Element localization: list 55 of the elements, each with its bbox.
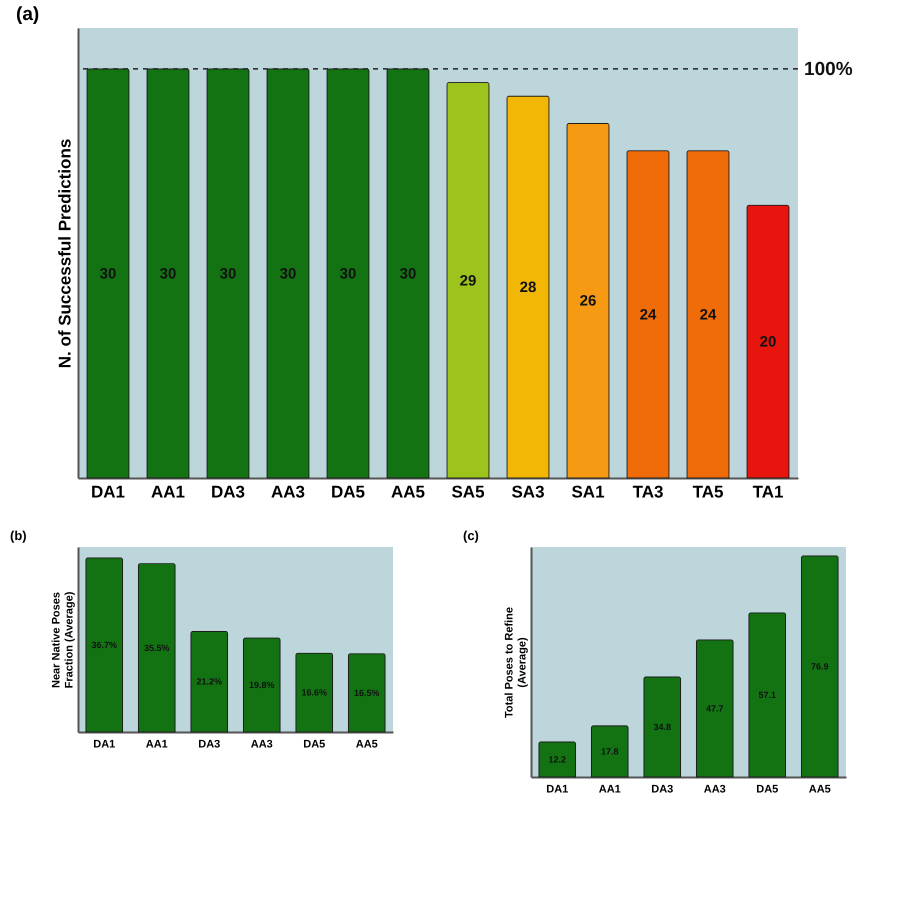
data-label: 12.2 (548, 754, 566, 764)
x-tick-label: AA5 (356, 738, 378, 750)
data-label: 20 (760, 334, 776, 351)
data-label: 30 (160, 265, 176, 282)
text: 100% (804, 58, 853, 80)
chart-title: (c) (463, 528, 479, 543)
x-tick-label: TA1 (752, 482, 784, 502)
data-label: 24 (700, 306, 717, 324)
y-axis-title: Total Poses to Refine (Average) (504, 606, 528, 718)
x-tick-label: DA1 (93, 738, 116, 750)
x-tick-label: TA5 (692, 482, 724, 502)
data-label: 21.2% (196, 676, 222, 687)
data-label: 19.8% (248, 680, 275, 690)
x-tick-label: DA1 (546, 784, 568, 796)
x-tick-label: DA5 (330, 482, 366, 502)
y-axis-title: Near Native Poses Fraction (Average) (50, 591, 76, 688)
data-label: 29 (460, 272, 476, 290)
x-tick-label: AA3 (250, 738, 273, 750)
chart-title: (a) (16, 4, 40, 25)
x-tick-label: TA3 (632, 482, 664, 502)
data-label: 34.8 (653, 722, 672, 732)
data-label: 36.7% (91, 640, 118, 650)
data-label: 57.1 (758, 690, 776, 700)
x-tick-label: AA3 (270, 482, 306, 502)
x-tick-label: DA3 (651, 784, 674, 796)
x-tick-label: AA1 (150, 482, 186, 502)
data-label: 16.6% (301, 688, 328, 698)
data-label: 24 (640, 306, 657, 324)
data-label: 30 (400, 265, 416, 282)
x-tick-label: DA5 (303, 738, 326, 750)
data-label: 30 (280, 265, 296, 282)
y-axis-title: N. of Successful Predictions (56, 138, 74, 368)
data-label: 28 (520, 279, 536, 296)
x-tick-label: DA5 (756, 784, 778, 796)
chart-title: (b) (10, 528, 27, 543)
x-tick-label: DA3 (210, 482, 246, 502)
x-tick-label: AA1 (146, 738, 168, 750)
x-tick-label: AA5 (390, 482, 426, 502)
x-tick-label: SA3 (511, 482, 545, 502)
data-label: 17.8 (600, 746, 619, 756)
data-label: 26 (580, 292, 596, 310)
x-tick-label: AA5 (808, 784, 831, 796)
data-label: 47.7 (706, 703, 724, 714)
x-tick-label: SA1 (571, 482, 605, 502)
x-tick-label: AA3 (704, 784, 726, 796)
x-tick-label: SA5 (451, 482, 485, 502)
data-label: 16.5% (354, 688, 380, 698)
data-label: 76.9 (810, 661, 829, 672)
data-label: 30 (340, 265, 356, 282)
x-tick-label: AA1 (598, 784, 621, 796)
x-tick-label: DA3 (198, 738, 220, 750)
x-tick-label: DA1 (90, 482, 126, 502)
data-label: 35.5% (144, 642, 170, 653)
data-label: 30 (100, 265, 116, 282)
data-label: 30 (220, 265, 236, 282)
